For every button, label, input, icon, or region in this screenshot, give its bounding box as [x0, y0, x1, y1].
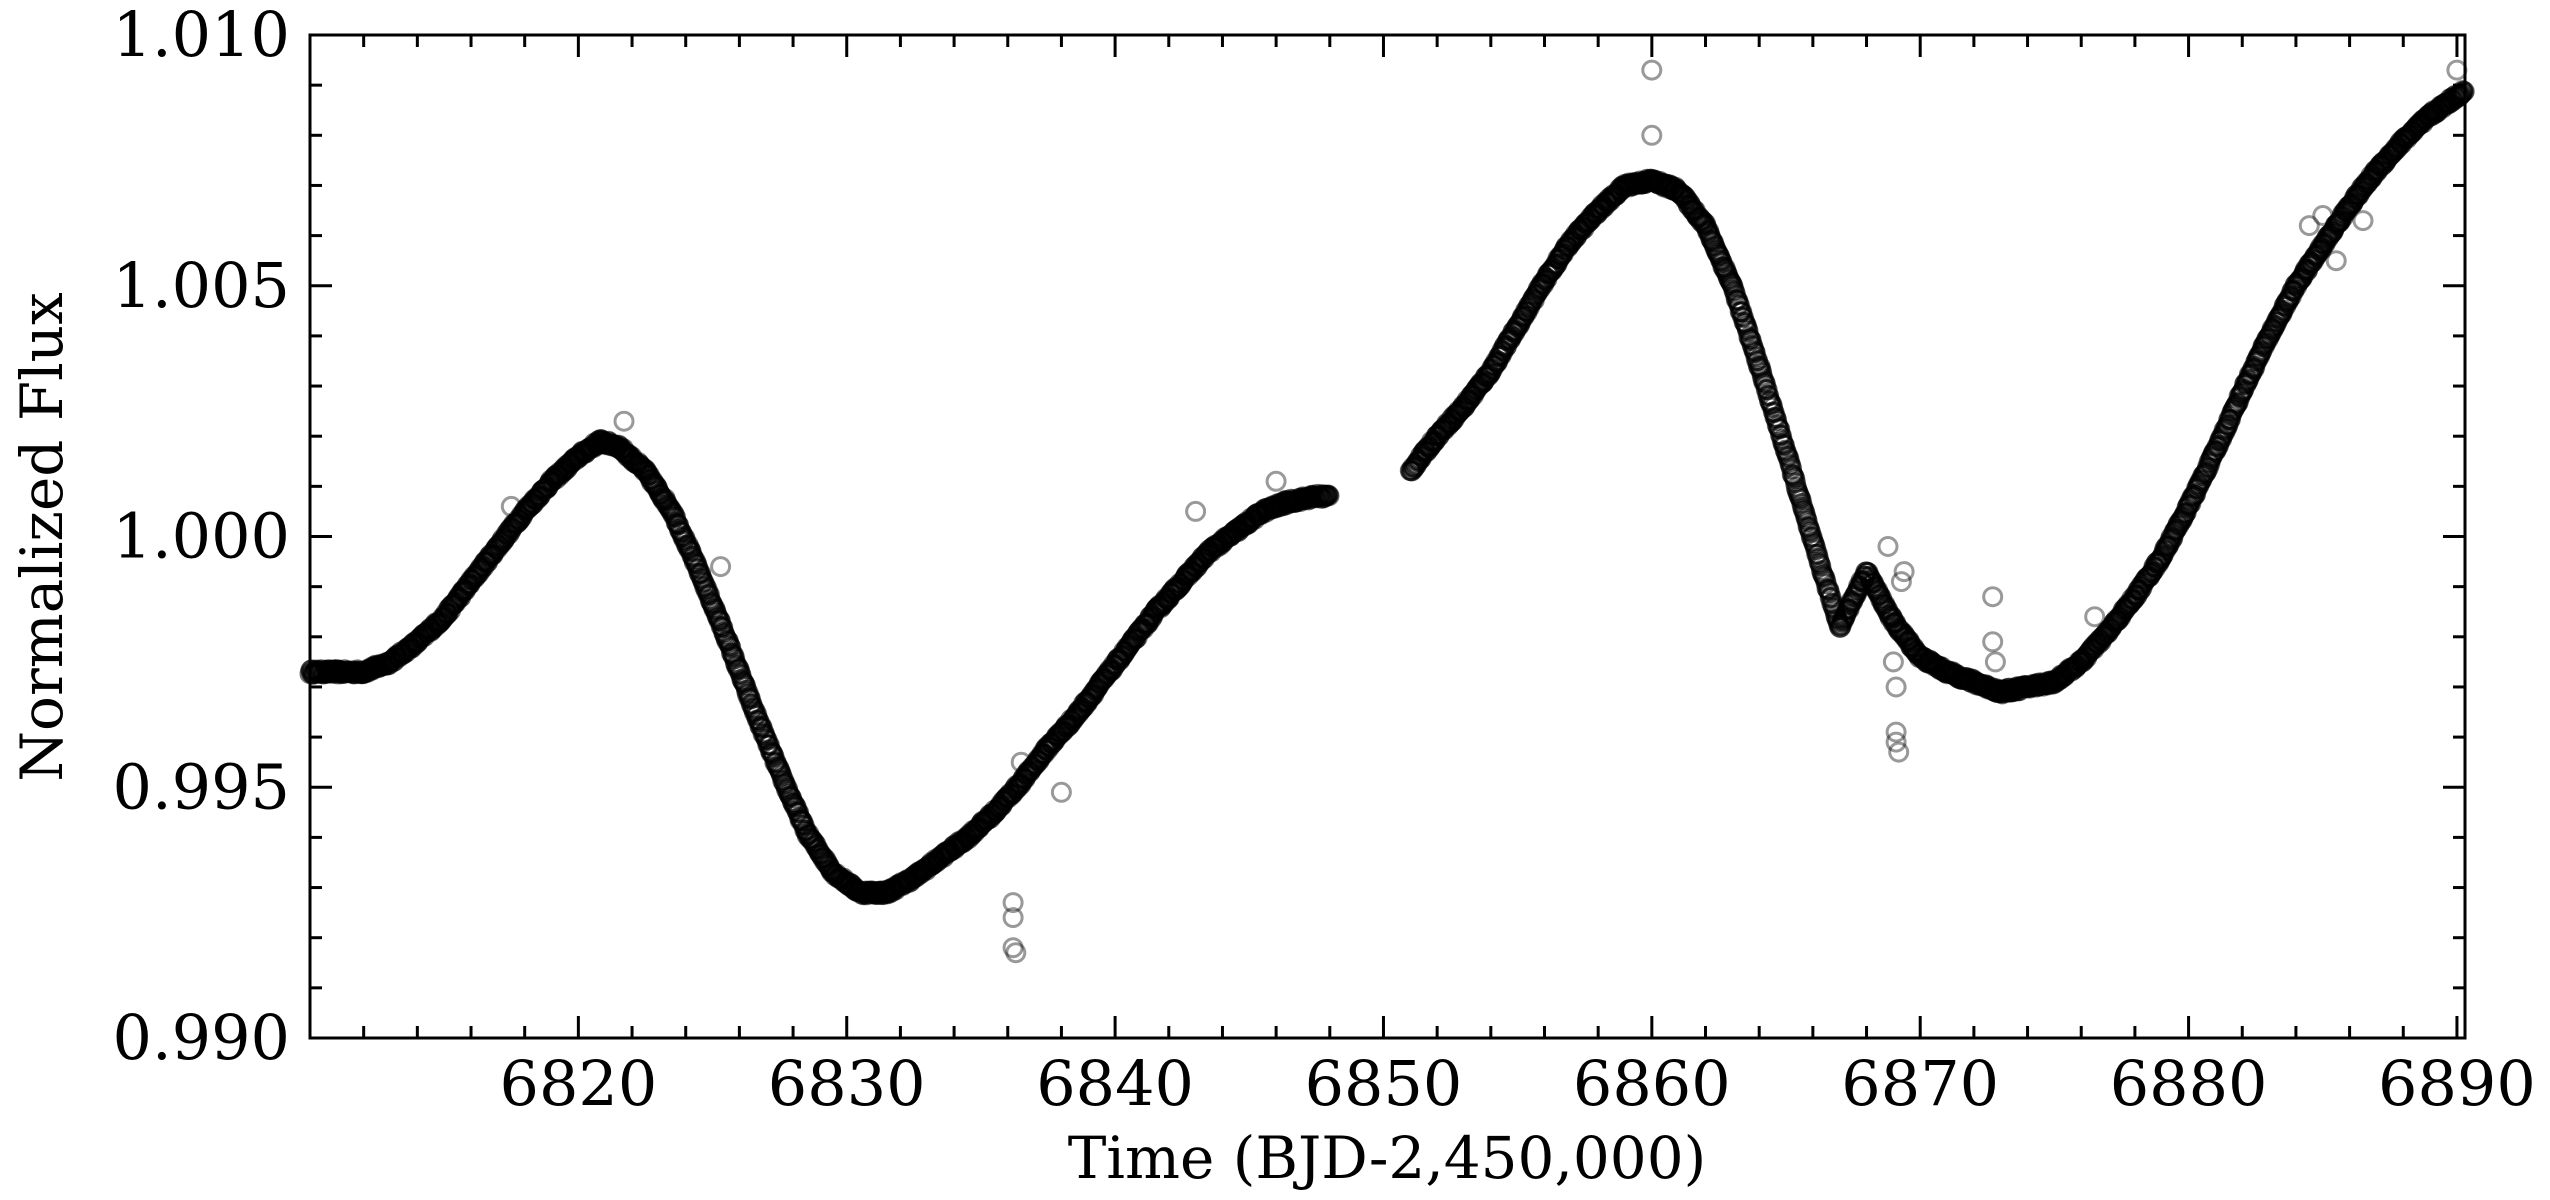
outlier-point — [1982, 631, 2004, 653]
outlier-point — [1265, 470, 1287, 492]
x-tick-label: 6860 — [1573, 1047, 1731, 1120]
x-tick-label: 6870 — [1841, 1047, 1999, 1120]
y-tick-label: 0.995 — [113, 750, 291, 823]
outlier-point — [2352, 210, 2374, 232]
outlier-point — [2446, 59, 2468, 81]
outlier-point — [1005, 942, 1027, 964]
data-point — [1318, 485, 1340, 507]
x-tick-label: 6890 — [2378, 1047, 2536, 1120]
y-tick-label: 0.990 — [113, 1001, 291, 1074]
y-tick-labels: 0.990 0.995 1.000 1.005 1.010 — [113, 0, 291, 1074]
y-tick-label: 1.010 — [113, 0, 291, 71]
outlier-point — [2325, 250, 2347, 272]
outlier-point — [1984, 651, 2006, 673]
data-points — [299, 80, 2475, 906]
outlier-point — [2298, 215, 2320, 237]
outlier-point — [613, 410, 635, 432]
x-tick-label: 6830 — [768, 1047, 926, 1120]
outlier-point — [1885, 731, 1907, 753]
y-axis-label: Normalized Flux — [8, 292, 76, 781]
outlier-points — [500, 59, 2468, 964]
outlier-point — [2312, 205, 2334, 226]
outlier-point — [1641, 124, 1663, 146]
x-tick-label: 6850 — [1305, 1047, 1463, 1120]
outlier-point — [1982, 586, 2004, 608]
outlier-point — [2084, 606, 2106, 628]
y-tick-label: 1.000 — [113, 500, 291, 573]
x-tick-label: 6880 — [2110, 1047, 2268, 1120]
plot-frame — [308, 33, 2467, 1040]
outlier-point — [1882, 651, 1904, 673]
outlier-point — [1185, 500, 1207, 522]
outlier-point — [1050, 781, 1072, 803]
outlier-point — [1893, 561, 1915, 583]
outlier-point — [1002, 892, 1024, 914]
x-axis-label: Time (BJD-2,450,000) — [1068, 1124, 1706, 1192]
outlier-point — [1002, 907, 1024, 929]
outlier-point — [1890, 571, 1912, 593]
outlier-point — [1888, 741, 1910, 763]
axis-ticks — [310, 33, 2465, 1040]
outlier-point — [1641, 59, 1663, 81]
outlier-point — [1010, 751, 1032, 773]
x-tick-label: 6840 — [1036, 1047, 1194, 1120]
outlier-point — [1885, 676, 1907, 698]
outlier-point — [1885, 721, 1907, 743]
outlier-point — [2339, 195, 2361, 216]
outlier-point — [500, 495, 522, 517]
outlier-point — [1002, 937, 1024, 959]
x-tick-labels: 6820 6830 6840 6850 6860 6870 6880 6890 — [500, 1047, 2536, 1120]
x-tick-label: 6820 — [500, 1047, 658, 1120]
y-tick-label: 1.005 — [113, 249, 291, 322]
outlier-point — [710, 556, 732, 578]
outlier-point — [1877, 536, 1899, 557]
